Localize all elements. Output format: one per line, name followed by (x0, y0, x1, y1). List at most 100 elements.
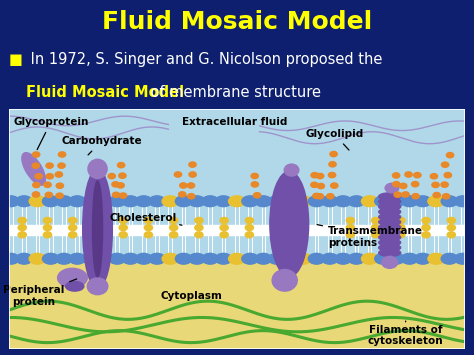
Text: Filaments of
cytoskeleton: Filaments of cytoskeleton (368, 321, 444, 346)
Ellipse shape (189, 162, 196, 167)
Ellipse shape (379, 198, 401, 205)
Ellipse shape (149, 196, 165, 207)
Ellipse shape (388, 196, 404, 207)
Ellipse shape (379, 244, 401, 251)
Ellipse shape (346, 217, 355, 223)
Ellipse shape (329, 162, 336, 167)
Ellipse shape (447, 225, 456, 231)
Ellipse shape (87, 278, 108, 295)
Ellipse shape (379, 224, 401, 231)
Ellipse shape (379, 239, 401, 246)
Text: ■: ■ (9, 52, 22, 67)
Ellipse shape (455, 253, 471, 264)
Ellipse shape (82, 169, 112, 289)
Text: Glycolipid: Glycolipid (305, 129, 364, 150)
Ellipse shape (441, 196, 457, 207)
Ellipse shape (441, 182, 448, 187)
Ellipse shape (255, 253, 272, 264)
Ellipse shape (346, 232, 355, 238)
Ellipse shape (188, 193, 195, 199)
Ellipse shape (433, 192, 440, 198)
Ellipse shape (268, 253, 285, 264)
Ellipse shape (58, 152, 66, 157)
Ellipse shape (18, 232, 27, 238)
Ellipse shape (441, 253, 457, 264)
Text: Fluid Mosaic Model: Fluid Mosaic Model (102, 10, 372, 34)
Ellipse shape (379, 208, 401, 215)
Ellipse shape (372, 225, 380, 231)
Ellipse shape (43, 217, 52, 223)
Ellipse shape (69, 225, 77, 231)
Ellipse shape (96, 253, 112, 264)
Text: of membrane structure: of membrane structure (146, 85, 321, 100)
Ellipse shape (321, 253, 338, 264)
Ellipse shape (316, 193, 324, 199)
Ellipse shape (415, 196, 431, 207)
Text: Fluid Mosaic Model: Fluid Mosaic Model (26, 85, 184, 100)
Ellipse shape (43, 196, 59, 207)
Ellipse shape (321, 196, 338, 207)
Ellipse shape (268, 196, 285, 207)
Ellipse shape (379, 229, 401, 236)
Ellipse shape (441, 162, 449, 167)
Ellipse shape (170, 232, 178, 238)
Ellipse shape (245, 225, 254, 231)
Ellipse shape (311, 173, 318, 178)
Ellipse shape (43, 253, 59, 264)
Ellipse shape (388, 253, 404, 264)
Ellipse shape (242, 196, 258, 207)
Ellipse shape (58, 163, 65, 168)
Ellipse shape (372, 232, 380, 238)
Ellipse shape (362, 253, 378, 264)
Ellipse shape (175, 253, 192, 264)
Ellipse shape (430, 174, 438, 179)
Ellipse shape (379, 218, 401, 226)
Ellipse shape (397, 217, 405, 223)
Ellipse shape (144, 232, 153, 238)
Ellipse shape (379, 213, 401, 220)
Ellipse shape (82, 253, 99, 264)
Ellipse shape (122, 196, 139, 207)
Ellipse shape (220, 225, 228, 231)
Ellipse shape (295, 253, 311, 264)
Ellipse shape (372, 217, 380, 223)
Ellipse shape (412, 193, 419, 199)
Text: Transmembrane
proteins: Transmembrane proteins (317, 225, 423, 248)
Ellipse shape (415, 253, 431, 264)
Bar (9, 256, 465, 349)
Ellipse shape (195, 217, 203, 223)
Text: In 1972, S. Singer and G. Nicolson proposed the: In 1972, S. Singer and G. Nicolson propo… (26, 52, 383, 67)
Ellipse shape (362, 196, 378, 207)
Ellipse shape (245, 217, 254, 223)
Ellipse shape (69, 253, 85, 264)
Ellipse shape (29, 196, 46, 207)
Ellipse shape (228, 253, 245, 264)
Ellipse shape (43, 232, 52, 238)
Ellipse shape (162, 253, 179, 264)
Ellipse shape (444, 173, 452, 178)
Ellipse shape (136, 196, 152, 207)
Text: Extracellular fluid: Extracellular fluid (182, 117, 287, 127)
Ellipse shape (255, 196, 272, 207)
Ellipse shape (394, 192, 401, 197)
Ellipse shape (401, 253, 418, 264)
Ellipse shape (422, 225, 430, 231)
Ellipse shape (251, 182, 258, 187)
Text: Glycoprotein: Glycoprotein (13, 117, 89, 149)
Ellipse shape (308, 253, 325, 264)
Ellipse shape (428, 196, 444, 207)
Ellipse shape (282, 196, 298, 207)
Ellipse shape (22, 153, 46, 185)
Ellipse shape (175, 196, 192, 207)
Ellipse shape (317, 173, 324, 179)
Ellipse shape (16, 196, 32, 207)
Ellipse shape (385, 183, 399, 193)
Ellipse shape (119, 225, 128, 231)
Ellipse shape (405, 172, 412, 177)
Ellipse shape (69, 232, 77, 238)
Ellipse shape (170, 225, 178, 231)
Ellipse shape (55, 172, 63, 177)
Ellipse shape (29, 253, 46, 264)
Ellipse shape (284, 164, 299, 176)
Ellipse shape (375, 253, 391, 264)
